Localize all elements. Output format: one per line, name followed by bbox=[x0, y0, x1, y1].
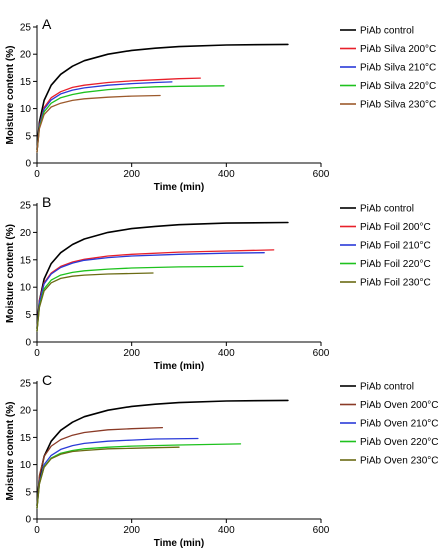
series-line bbox=[36, 94, 161, 153]
x-tick-label: 400 bbox=[218, 169, 235, 180]
y-tick-label: 15 bbox=[20, 433, 32, 444]
series-line bbox=[36, 426, 164, 509]
y-tick-label: 20 bbox=[20, 406, 32, 417]
series-line bbox=[36, 443, 242, 509]
x-tick-label: 200 bbox=[123, 525, 140, 536]
legend-label: PiAb Foil 220°C bbox=[360, 259, 431, 270]
series-line bbox=[36, 43, 289, 151]
y-tick-label: 25 bbox=[20, 201, 32, 212]
y-tick-label: 0 bbox=[25, 159, 31, 170]
y-tick-label: 5 bbox=[25, 487, 31, 498]
x-tick-label: 0 bbox=[34, 348, 40, 359]
y-tick-label: 5 bbox=[25, 310, 31, 321]
legend-label: PiAb control bbox=[360, 382, 414, 393]
x-tick-label: 200 bbox=[123, 169, 140, 180]
x-tick-label: 600 bbox=[313, 525, 330, 536]
legend-label: PiAb Silva 200°C bbox=[360, 44, 436, 55]
x-tick-label: 0 bbox=[34, 525, 40, 536]
series-line bbox=[36, 221, 289, 330]
x-tick-label: 600 bbox=[313, 169, 330, 180]
x-tick-label: 0 bbox=[34, 169, 40, 180]
y-tick-label: 15 bbox=[20, 77, 32, 88]
panel-b: 0 5 10 15 20 25 0 200 400 600 Time (min) Moisture c… bbox=[5, 194, 431, 372]
legend-label: PiAb control bbox=[360, 26, 414, 37]
legend-label: PiAb Oven 210°C bbox=[360, 419, 439, 430]
y-axis-title: Moisture content (%) bbox=[5, 402, 16, 501]
panel-letter: A bbox=[42, 16, 52, 32]
series-line bbox=[36, 81, 173, 153]
x-tick-label: 400 bbox=[218, 525, 235, 536]
y-tick-label: 5 bbox=[25, 131, 31, 142]
series-line bbox=[36, 399, 289, 507]
legend-label: PiAb Silva 230°C bbox=[360, 100, 436, 111]
x-tick-label: 200 bbox=[123, 348, 140, 359]
series-line bbox=[36, 249, 275, 332]
y-tick-label: 25 bbox=[20, 23, 32, 34]
y-tick-label: 25 bbox=[20, 379, 32, 390]
legend-label: PiAb Oven 200°C bbox=[360, 400, 439, 411]
series-line bbox=[36, 272, 154, 332]
y-tick-label: 10 bbox=[20, 104, 32, 115]
y-tick-label: 0 bbox=[25, 338, 31, 349]
series-line bbox=[36, 265, 244, 332]
y-axis-title: Moisture content (%) bbox=[5, 46, 16, 145]
legend-label: PiAb Silva 220°C bbox=[360, 81, 436, 92]
legend-label: PiAb Oven 230°C bbox=[360, 456, 439, 467]
y-tick-label: 10 bbox=[20, 460, 32, 471]
y-tick-label: 15 bbox=[20, 255, 32, 266]
legend-label: PiAb Foil 230°C bbox=[360, 278, 431, 289]
legend-label: PiAb control bbox=[360, 204, 414, 215]
panel-letter: B bbox=[42, 194, 51, 210]
y-tick-label: 20 bbox=[20, 50, 32, 61]
series-line bbox=[36, 85, 225, 153]
x-axis-title: Time (min) bbox=[154, 361, 204, 372]
y-tick-label: 0 bbox=[25, 515, 31, 526]
panel-letter: C bbox=[42, 372, 52, 388]
y-axis-title: Moisture content (%) bbox=[5, 224, 16, 323]
series-line bbox=[36, 252, 265, 332]
y-tick-label: 10 bbox=[20, 283, 32, 294]
x-axis-title: Time (min) bbox=[154, 538, 204, 549]
series-line bbox=[36, 446, 180, 509]
x-axis-title: Time (min) bbox=[154, 182, 204, 193]
legend-label: PiAb Silva 210°C bbox=[360, 63, 436, 74]
x-tick-label: 600 bbox=[313, 348, 330, 359]
legend-label: PiAb Foil 210°C bbox=[360, 241, 431, 252]
legend-label: PiAb Oven 220°C bbox=[360, 437, 439, 448]
panel-a: 0 5 10 15 20 25 0 200 400 600 Time (min) Moisture c… bbox=[5, 16, 436, 193]
legend-label: PiAb Foil 200°C bbox=[360, 222, 431, 233]
x-tick-label: 400 bbox=[218, 348, 235, 359]
y-tick-label: 20 bbox=[20, 228, 32, 239]
panel-c: 0 5 10 15 20 25 0 200 400 600 Time (min) Moisture c… bbox=[5, 372, 439, 549]
